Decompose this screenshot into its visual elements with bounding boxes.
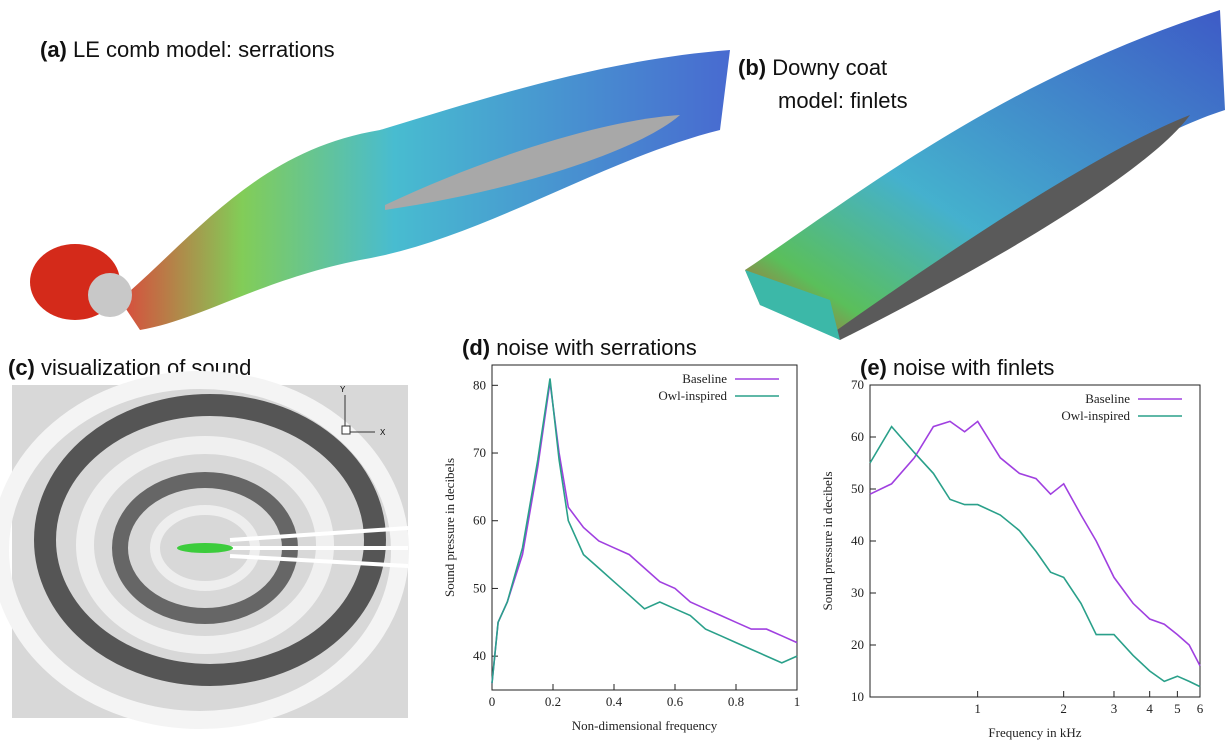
y-tick-label: 70: [473, 445, 486, 460]
x-tick-label: 0.4: [606, 694, 623, 709]
panel-c-image: Y X: [0, 371, 409, 729]
y-tick-label: 60: [473, 513, 486, 528]
panel-b-caption: (b) Downy coat: [738, 55, 887, 80]
panel-a-caption: (a) LE comb model: serrations: [40, 37, 335, 62]
chart-title-text: noise with finlets: [893, 355, 1054, 380]
y-tick-label: 40: [851, 533, 864, 548]
axis-glyph: X: [380, 428, 386, 437]
y-axis-label: Sound pressure in decibels: [820, 471, 835, 610]
legend-label: Baseline: [682, 371, 727, 386]
series-line: [869, 420, 1201, 667]
y-tick-label: 80: [473, 377, 486, 392]
x-tick-label: 0: [489, 694, 496, 709]
plot-frame: [869, 384, 1201, 698]
panel-b-caption: model: finlets: [778, 88, 908, 113]
y-tick-label: 10: [851, 689, 864, 704]
y-tick-label: 40: [473, 648, 486, 663]
y-tick-label: 50: [473, 580, 486, 595]
x-tick-label: 6: [1197, 701, 1204, 716]
panel-c-caption: (c) visualization of sound: [8, 355, 251, 380]
x-tick-label: 4: [1146, 701, 1153, 716]
y-tick-label: 20: [851, 637, 864, 652]
x-axis-label: Frequency in kHz: [988, 725, 1081, 740]
charts: (d) noise with serrations 0 0.2 0.4 0.6 0.8 1 4…: [442, 335, 1204, 740]
y-tick-label: 70: [851, 377, 864, 392]
y-tick-label: 30: [851, 585, 864, 600]
panel-b-image: [745, 10, 1225, 340]
series-line: [869, 425, 1201, 688]
x-tick-label: 1: [974, 701, 981, 716]
chart-title: (d) noise with serrations: [462, 335, 697, 360]
x-tick-label: 3: [1111, 701, 1118, 716]
x-tick-label: 2: [1060, 701, 1067, 716]
legend-label: Owl-inspired: [1061, 408, 1130, 423]
x-tick-label: 5: [1174, 701, 1181, 716]
series-line: [491, 381, 798, 684]
chart-title-text: noise with serrations: [496, 335, 697, 360]
chart-title: (e) noise with finlets: [860, 355, 1054, 380]
axis-glyph: Y: [340, 385, 346, 394]
x-tick-label: 0.6: [667, 694, 684, 709]
x-axis-label: Non-dimensional frequency: [572, 718, 718, 733]
x-tick-label: 0.2: [545, 694, 561, 709]
legend-label: Owl-inspired: [658, 388, 727, 403]
x-tick-label: 1: [794, 694, 801, 709]
y-axis-label: Sound pressure in decibels: [442, 458, 457, 597]
plot-frame: [491, 364, 798, 691]
legend-label: Baseline: [1085, 391, 1130, 406]
y-tick-label: 50: [851, 481, 864, 496]
x-tick-label: 0.8: [728, 694, 744, 709]
chart-label: (d): [462, 335, 490, 360]
series-line: [491, 378, 798, 684]
chart-label: (e): [860, 355, 887, 380]
panel-a-image: [30, 50, 730, 330]
y-tick-label: 60: [851, 429, 864, 444]
